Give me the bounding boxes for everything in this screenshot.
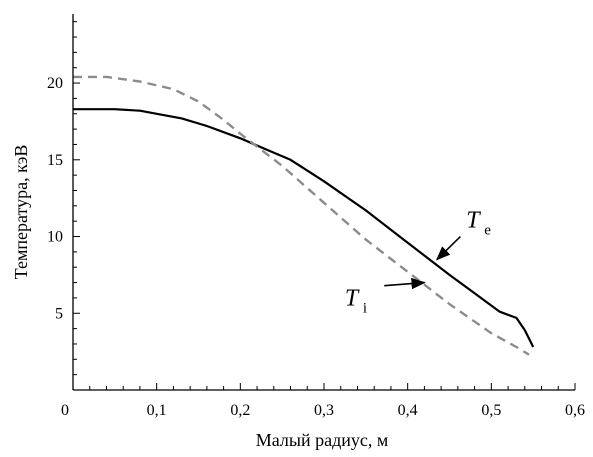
x-tick-label: 0 bbox=[61, 402, 69, 419]
series-arrow-i bbox=[384, 277, 426, 290]
x-tick-label: 0,5 bbox=[481, 402, 501, 419]
y-tick-label: 10 bbox=[47, 229, 63, 246]
y-tick-label: 15 bbox=[47, 152, 63, 169]
series-label-i: T bbox=[345, 286, 360, 312]
series-label-sub-e: e bbox=[484, 222, 491, 238]
x-tick-label: 0,6 bbox=[565, 402, 585, 419]
x-tick-label: 0,1 bbox=[147, 402, 167, 419]
y-tick-label: 5 bbox=[55, 305, 63, 322]
series-arrow-e bbox=[435, 235, 461, 261]
series-line-i bbox=[73, 75, 530, 356]
x-axis-title: Малый радиус, м bbox=[256, 430, 389, 450]
series-line-e bbox=[73, 108, 535, 348]
series-label-e: T bbox=[466, 207, 481, 233]
x-tick-label: 0,3 bbox=[314, 402, 334, 419]
series-label-sub-i: i bbox=[363, 301, 367, 317]
y-axis-title: Температура, кэВ bbox=[11, 145, 31, 280]
y-axis: 5 10 15 20 bbox=[47, 14, 80, 390]
x-tick-label: 0,4 bbox=[398, 402, 418, 419]
x-axis: 0 0,1 0,2 0,3 0,4 0,5 0,6 bbox=[61, 383, 585, 419]
x-tick-label: 0,2 bbox=[230, 402, 250, 419]
y-tick-label: 20 bbox=[47, 75, 63, 92]
